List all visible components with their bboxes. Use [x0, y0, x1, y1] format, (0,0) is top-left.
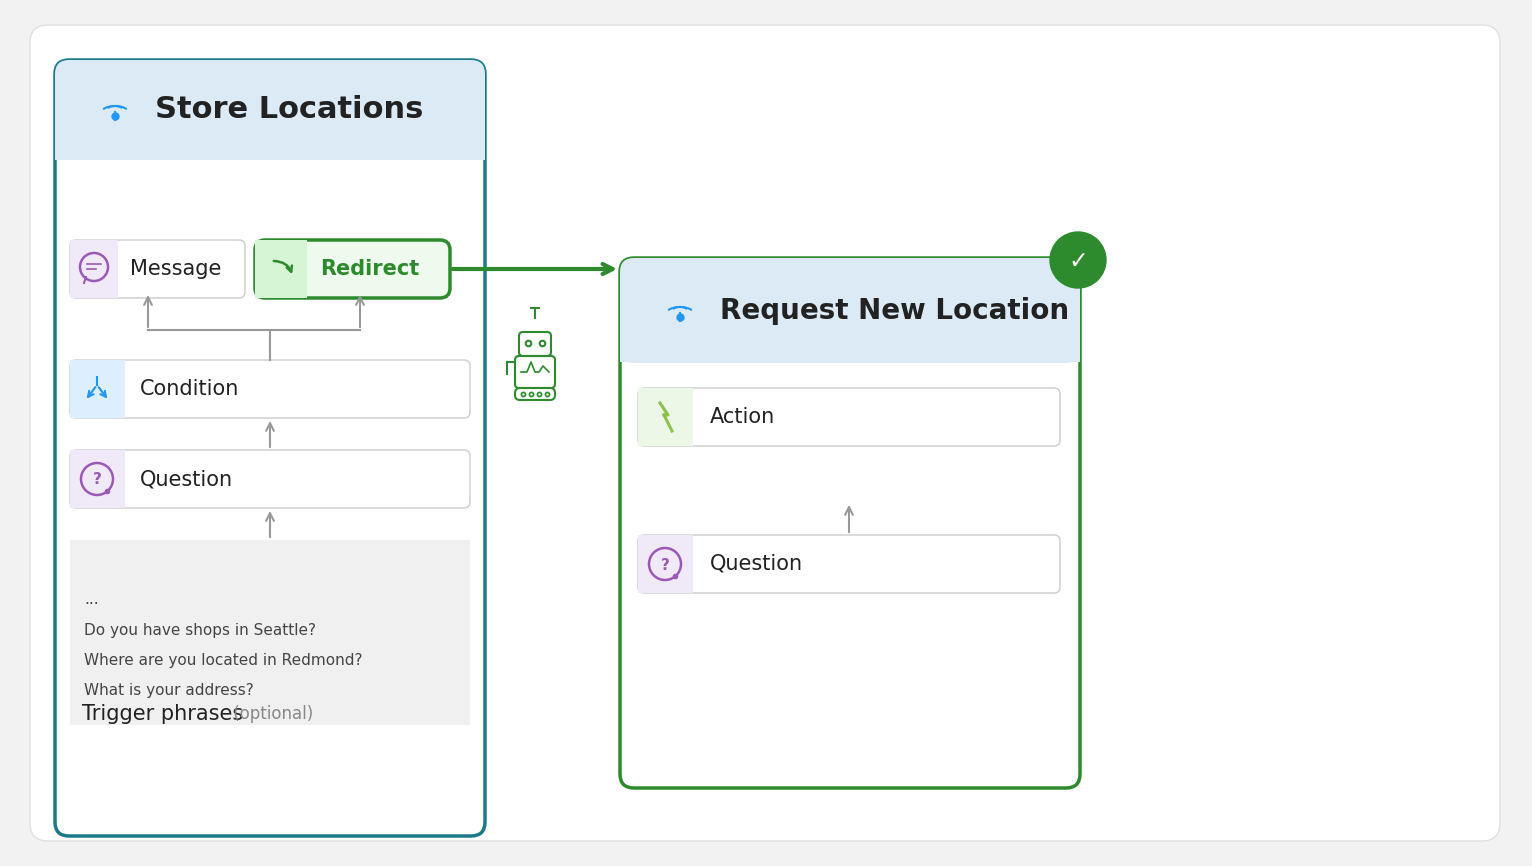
Text: Question: Question: [709, 554, 803, 574]
Bar: [70, 450, 126, 508]
FancyBboxPatch shape: [70, 240, 245, 298]
Text: Message: Message: [130, 259, 222, 279]
Text: Where are you located in Redmond?: Where are you located in Redmond?: [84, 652, 363, 668]
Bar: [70, 240, 118, 298]
Text: Do you have shops in Seattle?: Do you have shops in Seattle?: [84, 623, 316, 637]
FancyBboxPatch shape: [70, 450, 470, 508]
Text: Question: Question: [139, 469, 233, 489]
Text: Request New Location: Request New Location: [720, 297, 1069, 325]
FancyBboxPatch shape: [637, 535, 1060, 593]
Text: Action: Action: [709, 407, 775, 427]
Text: ?: ?: [660, 558, 669, 572]
Text: Redirect: Redirect: [320, 259, 420, 279]
Text: ✓: ✓: [1068, 249, 1088, 273]
FancyBboxPatch shape: [31, 25, 1500, 841]
Bar: [70, 360, 126, 418]
Text: What is your address?: What is your address?: [84, 682, 254, 697]
FancyBboxPatch shape: [620, 258, 1080, 363]
Text: (optional): (optional): [228, 705, 313, 723]
Text: ?: ?: [92, 473, 101, 488]
Bar: [254, 240, 306, 298]
FancyBboxPatch shape: [55, 60, 486, 160]
FancyBboxPatch shape: [620, 258, 1080, 788]
Text: Store Locations: Store Locations: [155, 95, 423, 125]
Text: Trigger phrases: Trigger phrases: [83, 704, 244, 724]
Text: Condition: Condition: [139, 379, 239, 399]
Bar: [637, 388, 692, 446]
Bar: [620, 310, 1080, 362]
FancyBboxPatch shape: [637, 388, 1060, 446]
Bar: [55, 110, 486, 160]
Text: ...: ...: [84, 592, 98, 608]
FancyBboxPatch shape: [254, 240, 450, 298]
FancyBboxPatch shape: [70, 360, 470, 418]
Bar: [70, 540, 470, 725]
Bar: [637, 535, 692, 593]
FancyBboxPatch shape: [55, 60, 486, 836]
Circle shape: [1049, 232, 1106, 288]
